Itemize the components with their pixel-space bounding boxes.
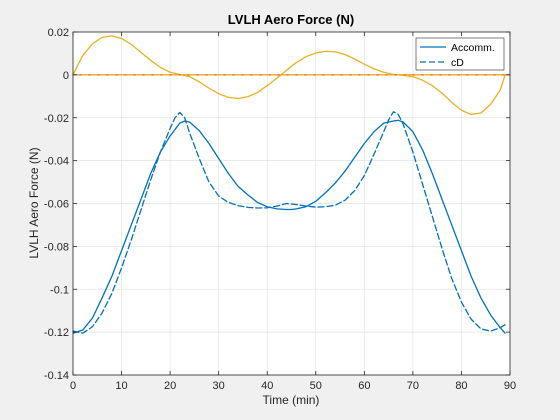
legend-label-cd: cD bbox=[451, 57, 464, 69]
y-axis-label: LVLH Aero Force (N) bbox=[27, 147, 41, 258]
y-tick-label: -0.04 bbox=[44, 156, 69, 168]
x-tick-label: 90 bbox=[504, 380, 516, 392]
chart-title: LVLH Aero Force (N) bbox=[228, 12, 354, 27]
y-tick-label: -0.12 bbox=[44, 327, 69, 339]
y-tick-label: -0.08 bbox=[44, 241, 69, 253]
series-line-2 bbox=[72, 35, 506, 116]
series-layer bbox=[72, 35, 511, 334]
tick-labels: 0 10 20 30 40 50 60 70 80 90 0.02 0 -0.02 -0.04 -0.06 -… bbox=[44, 27, 516, 392]
ticks bbox=[72, 31, 511, 376]
series-line-0 bbox=[72, 119, 506, 334]
x-tick-label: 80 bbox=[455, 380, 467, 392]
legend: Accomm. cD bbox=[415, 37, 505, 71]
y-tick-label: 0 bbox=[63, 70, 69, 82]
x-tick-label: 10 bbox=[115, 380, 127, 392]
y-tick-label: 0.02 bbox=[48, 27, 69, 39]
x-tick-label: 70 bbox=[407, 380, 419, 392]
x-tick-label: 30 bbox=[213, 380, 225, 392]
series-line-1 bbox=[72, 111, 506, 334]
x-axis-label: Time (min) bbox=[263, 393, 320, 407]
y-tick-label: -0.02 bbox=[44, 113, 69, 125]
y-tick-label: -0.14 bbox=[44, 370, 69, 382]
y-tick-label: -0.1 bbox=[50, 284, 69, 296]
legend-box bbox=[415, 37, 505, 71]
x-tick-label: 60 bbox=[358, 380, 370, 392]
x-tick-label: 0 bbox=[70, 380, 76, 392]
x-tick-label: 50 bbox=[310, 380, 322, 392]
x-tick-label: 40 bbox=[261, 380, 273, 392]
y-tick-label: -0.06 bbox=[44, 199, 69, 211]
x-tick-label: 20 bbox=[164, 380, 176, 392]
legend-label-accomm: Accomm. bbox=[451, 42, 495, 54]
